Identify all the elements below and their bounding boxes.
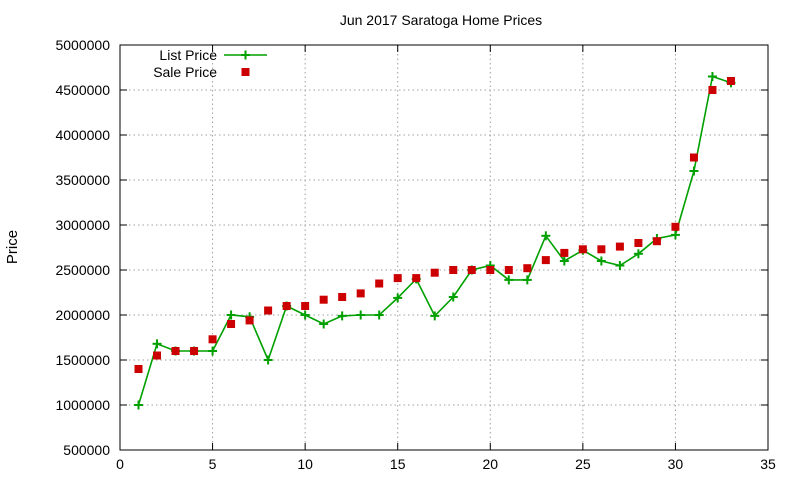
list-price-point [522, 275, 532, 285]
list-price-point [689, 166, 699, 176]
sale-price-point [227, 320, 236, 328]
sale-price-point [264, 306, 273, 315]
sale-price-point [541, 256, 550, 265]
sale-price-point [504, 266, 513, 274]
list-price-point [337, 311, 347, 321]
list-price-point [393, 293, 403, 303]
x-tick-label: 30 [668, 456, 684, 472]
sale-price-point [467, 266, 476, 274]
y-tick-label: 2000000 [55, 307, 110, 323]
sale-price-point [671, 222, 680, 231]
y-tick-label: 500000 [63, 442, 110, 458]
y-tick-label: 1500000 [55, 352, 110, 368]
sale-price-point [708, 86, 717, 94]
y-tick-label: 5000000 [55, 37, 110, 53]
sale-price-point [393, 274, 402, 283]
list-price-point [448, 292, 458, 302]
sale-price-point [134, 365, 143, 373]
legend-label: Sale Price [153, 64, 217, 80]
list-price-point [208, 346, 218, 356]
x-tick-label: 0 [116, 456, 124, 472]
x-tick-label: 20 [482, 456, 498, 472]
sale-price-point [190, 347, 199, 355]
list-price-point [300, 310, 310, 320]
plot-frame [119, 44, 769, 451]
sale-price-point [171, 347, 180, 355]
x-tick-label: 5 [209, 456, 217, 472]
list-price-point [615, 261, 625, 270]
legend-entry: Sale Price [153, 64, 250, 80]
series-list-price [134, 72, 736, 410]
y-tick-label: 2500000 [55, 262, 110, 278]
list-price-point [430, 311, 440, 321]
list-price-point [356, 310, 366, 320]
sale-price-point [319, 295, 328, 304]
legend-swatch-marker [241, 68, 250, 76]
y-axis-label: Price [4, 230, 21, 264]
legend-swatch-marker [241, 50, 250, 60]
sale-price-point [615, 242, 624, 251]
list-price-point [670, 230, 680, 240]
list-price-point [134, 400, 144, 410]
x-tick-label: 15 [390, 456, 406, 472]
list-price-point [504, 275, 514, 285]
list-price-point [633, 249, 643, 259]
sale-price-point [560, 248, 569, 257]
legend-label: List Price [159, 47, 217, 63]
sale-price-point [578, 245, 587, 254]
list-price-point [541, 231, 551, 241]
list-price-point [319, 319, 329, 329]
sale-price-point [634, 239, 643, 247]
sale-price-point [245, 316, 254, 325]
series-layer [134, 72, 736, 410]
sale-price-point [523, 264, 532, 273]
y-tick-label: 3500000 [55, 172, 110, 188]
sale-price-point [356, 289, 365, 298]
x-tick-label: 35 [760, 456, 776, 472]
list-price-point [263, 355, 273, 365]
y-tick-label: 4000000 [55, 127, 110, 143]
list-price-point [559, 256, 569, 266]
sale-price-point [208, 335, 217, 344]
sale-price-point [689, 153, 698, 162]
sale-price-point [153, 351, 162, 360]
list-price-point [374, 310, 384, 320]
sale-price-point [375, 279, 384, 288]
sale-price-point [338, 293, 347, 301]
series-sale-price [134, 77, 735, 373]
y-tick-label: 3000000 [55, 217, 110, 233]
y-tick-label: 1000000 [55, 397, 110, 413]
chart-title: Jun 2017 Saratoga Home Prices [340, 12, 542, 28]
grid-layer [120, 45, 768, 450]
list-price-point [707, 72, 717, 81]
sale-price-point [652, 237, 661, 246]
sale-price-point [726, 77, 735, 85]
sale-price-point [486, 266, 495, 274]
y-tick-label: 4500000 [55, 82, 110, 98]
list-price-point [226, 310, 236, 320]
sale-price-point [282, 302, 291, 310]
legend-entry: List Price [159, 47, 267, 63]
list-price-point [596, 256, 606, 266]
tick-layer: 0 5 10 15 20 25 30 35 500000 1000000 1500000 200000… [55, 37, 776, 472]
sale-price-point [412, 274, 421, 283]
sale-price-point [597, 245, 606, 254]
list-price-point [152, 339, 162, 349]
x-tick-label: 25 [575, 456, 591, 472]
sale-price-point [430, 268, 439, 277]
sale-price-point [301, 302, 310, 310]
sale-price-point [449, 266, 458, 274]
x-tick-label: 10 [297, 456, 313, 472]
